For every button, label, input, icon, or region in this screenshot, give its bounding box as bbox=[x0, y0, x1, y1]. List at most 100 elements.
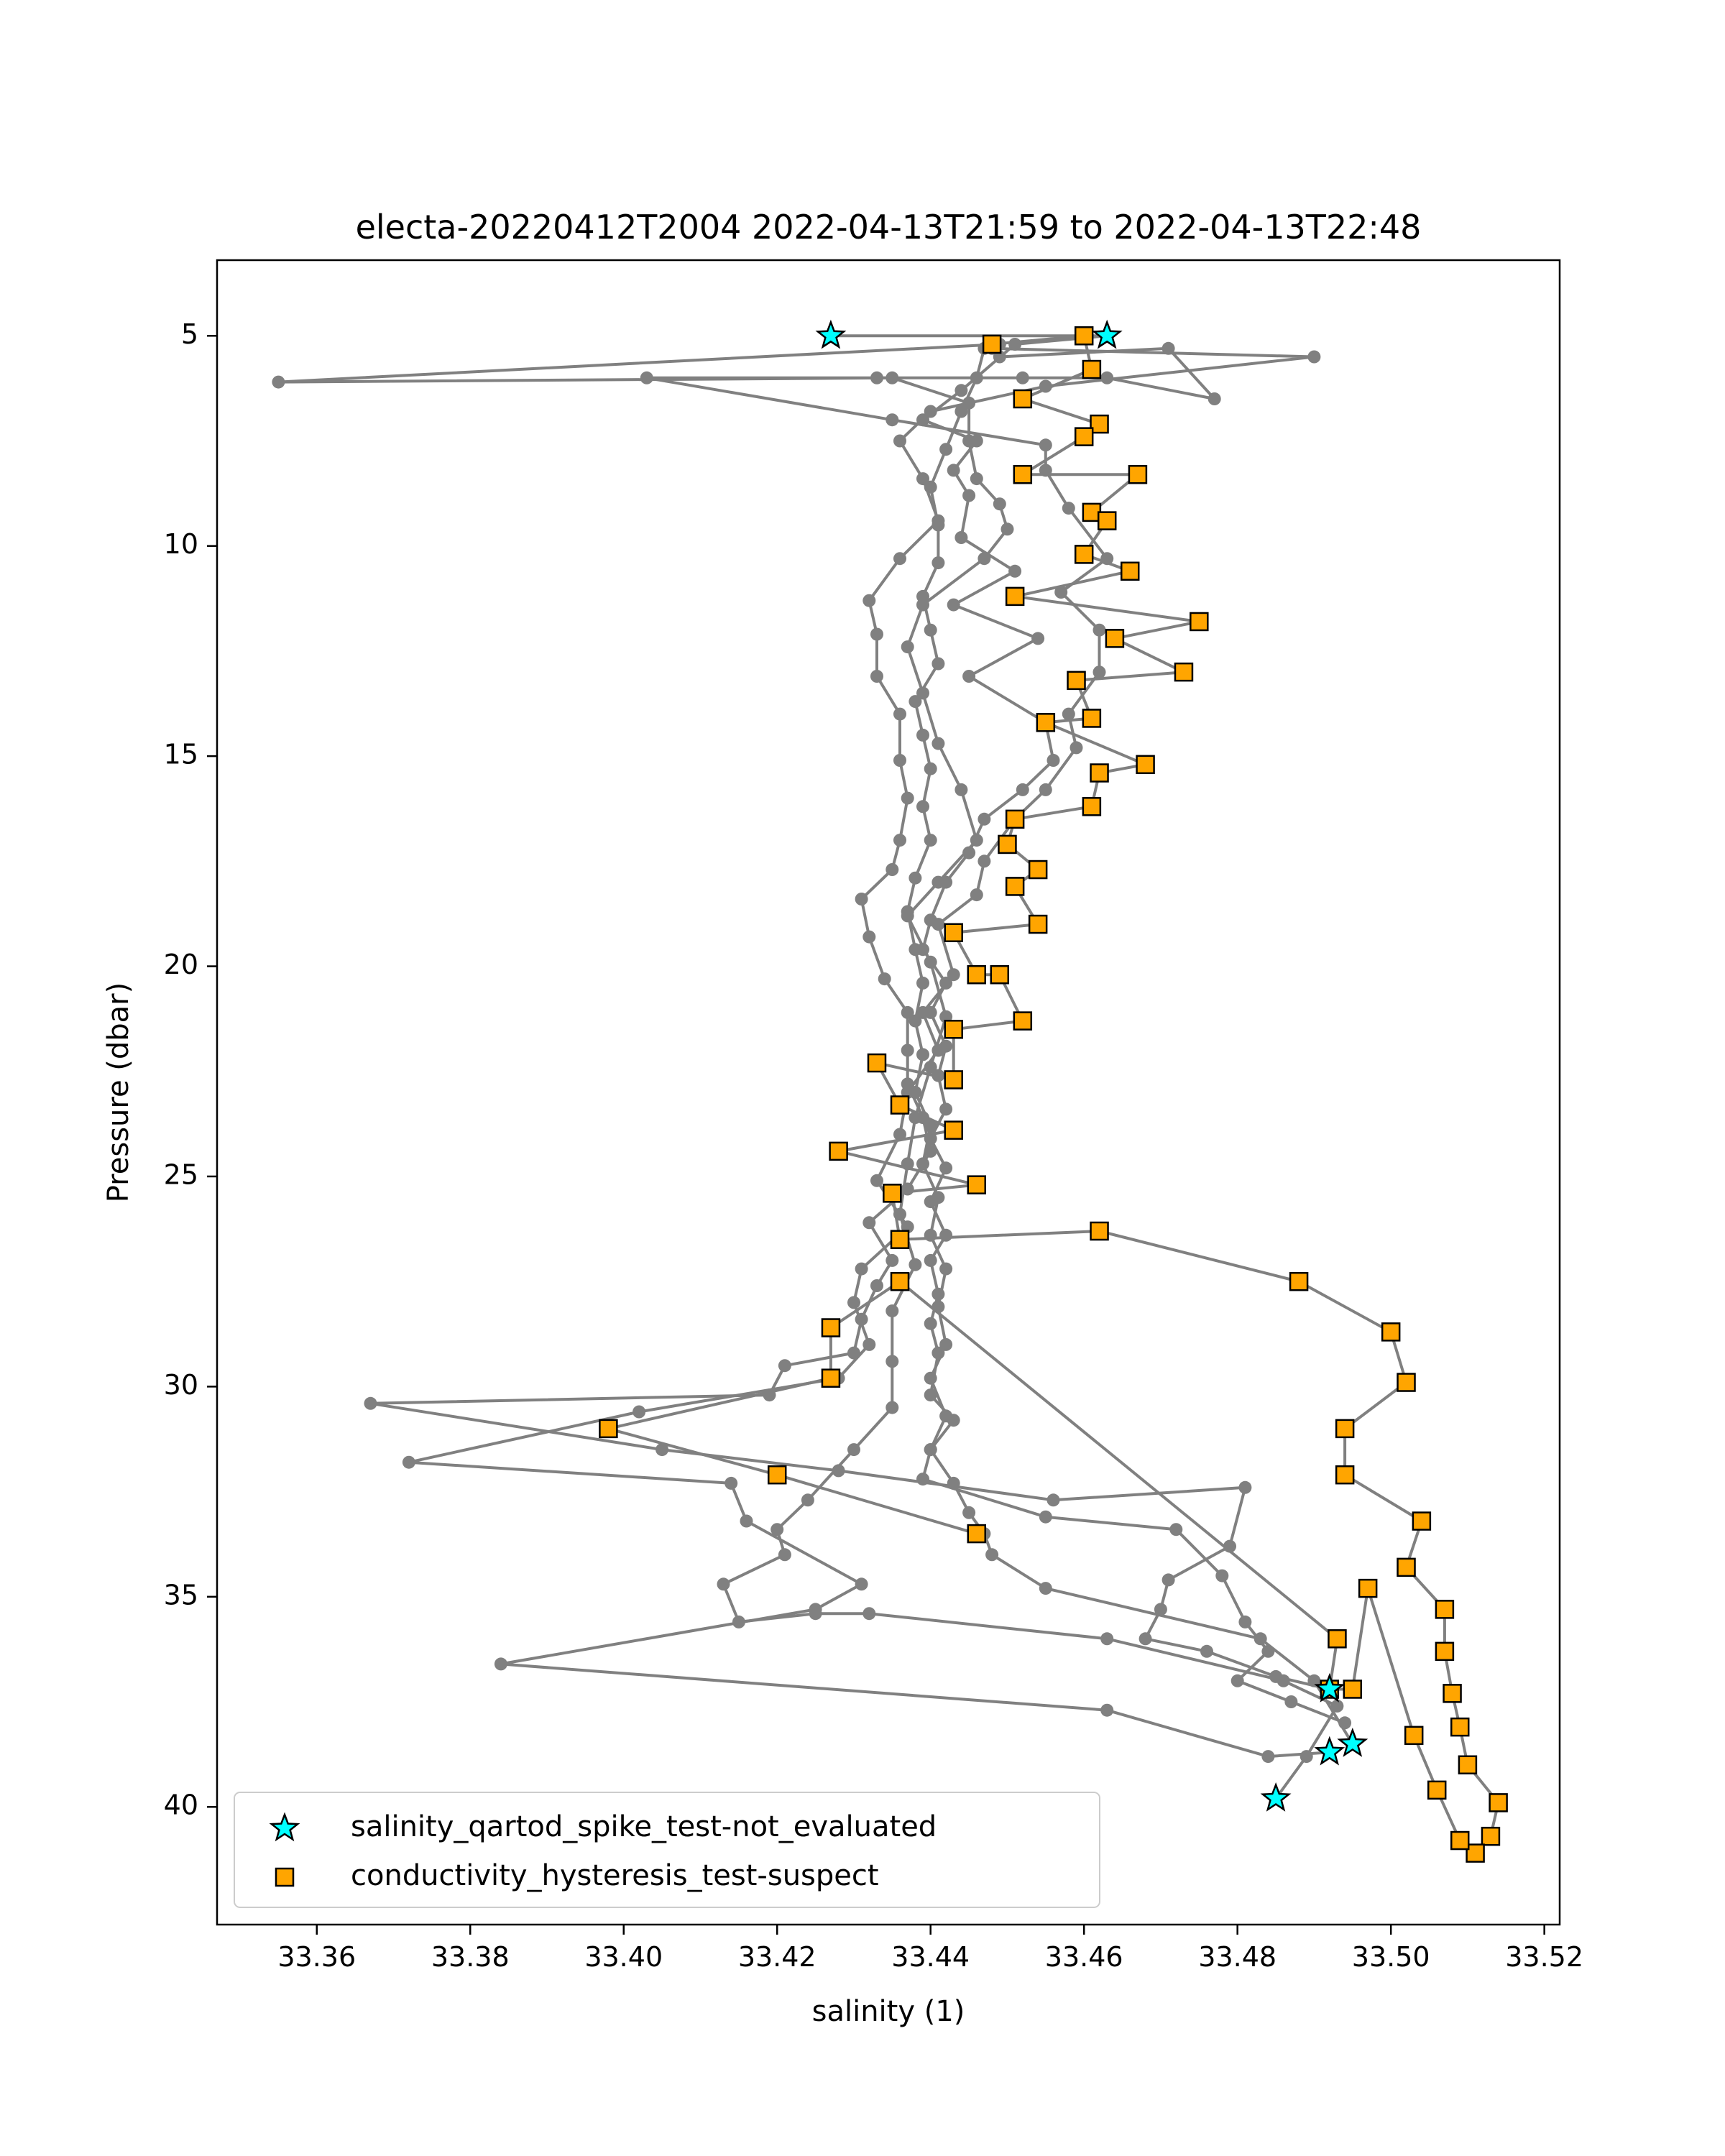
data-point bbox=[924, 480, 937, 494]
data-point bbox=[862, 1607, 876, 1621]
data-point bbox=[954, 384, 968, 397]
data-point bbox=[364, 1396, 377, 1410]
hysteresis-suspect-marker bbox=[1090, 1221, 1109, 1241]
data-point bbox=[1039, 783, 1052, 796]
y-axis: 5 10 15 20 25 30 35 40 bbox=[164, 318, 217, 1821]
data-point bbox=[901, 640, 914, 654]
data-point bbox=[932, 556, 945, 570]
hysteresis-suspect-marker bbox=[1358, 1578, 1378, 1598]
hysteresis-suspect-marker bbox=[1343, 1680, 1363, 1699]
hysteresis-suspect-marker bbox=[944, 1120, 963, 1140]
data-point bbox=[862, 1216, 876, 1230]
hysteresis-suspect-marker bbox=[883, 1184, 902, 1203]
data-point bbox=[1238, 1480, 1252, 1494]
hysteresis-suspect-marker bbox=[967, 1524, 987, 1544]
spike-not-evaluated-marker bbox=[1091, 319, 1123, 349]
hysteresis-suspect-marker bbox=[1190, 612, 1209, 632]
data-point bbox=[932, 657, 945, 671]
data-point bbox=[847, 1346, 860, 1360]
data-point bbox=[870, 1174, 883, 1187]
chart-title: electa-20220412T2004 2022-04-13T21:59 to… bbox=[356, 208, 1422, 247]
x-tick-label: 33.42 bbox=[738, 1941, 816, 1973]
data-point bbox=[886, 1401, 899, 1414]
data-point bbox=[962, 846, 976, 860]
data-point bbox=[924, 623, 937, 637]
x-tick-label: 33.52 bbox=[1505, 1941, 1583, 1973]
hysteresis-suspect-marker bbox=[1082, 709, 1102, 728]
hysteresis-suspect-marker bbox=[1397, 1557, 1416, 1577]
hysteresis-suspect-marker bbox=[1097, 511, 1117, 530]
data-point bbox=[1169, 1523, 1183, 1537]
hysteresis-suspect-marker bbox=[1381, 1322, 1401, 1342]
hysteresis-suspect-marker bbox=[1427, 1780, 1447, 1800]
y-tick-label: 5 bbox=[181, 318, 198, 350]
data-point bbox=[954, 405, 968, 418]
y-tick-label: 10 bbox=[164, 528, 198, 560]
data-point bbox=[962, 670, 976, 683]
hysteresis-suspect-marker bbox=[1013, 1011, 1033, 1031]
hysteresis-suspect-marker bbox=[990, 964, 1010, 985]
profile-3 bbox=[272, 338, 1344, 1805]
hysteresis-suspect-marker bbox=[1466, 1843, 1485, 1863]
data-point bbox=[993, 497, 1006, 511]
data-point bbox=[932, 737, 945, 750]
hysteresis-suspect-marker bbox=[890, 1095, 910, 1115]
hysteresis-suspect-marker bbox=[1074, 545, 1094, 564]
data-point bbox=[1039, 464, 1052, 477]
profile-2 bbox=[602, 329, 1505, 1860]
data-point bbox=[1208, 392, 1221, 405]
hysteresis-suspect-marker bbox=[1090, 414, 1109, 434]
data-point bbox=[740, 1514, 753, 1528]
spike-not-evaluated-marker bbox=[815, 319, 847, 349]
data-point bbox=[939, 1337, 953, 1351]
profile-line bbox=[369, 346, 1330, 1691]
data-point bbox=[1016, 371, 1029, 384]
data-point bbox=[893, 754, 906, 767]
data-point bbox=[939, 443, 953, 456]
hysteresis-suspect-marker bbox=[1458, 1755, 1478, 1775]
data-point bbox=[924, 1119, 937, 1133]
data-point bbox=[1230, 1674, 1244, 1687]
data-point bbox=[870, 627, 883, 641]
data-point bbox=[947, 598, 960, 612]
data-point bbox=[1100, 552, 1114, 566]
legend-square-icon bbox=[275, 1867, 295, 1887]
hysteresis-suspect-marker bbox=[821, 1318, 841, 1337]
hysteresis-suspect-marker bbox=[890, 1230, 910, 1249]
data-point bbox=[939, 1228, 953, 1242]
y-tick-label: 20 bbox=[164, 949, 198, 980]
hysteresis-suspect-marker bbox=[1412, 1511, 1432, 1531]
x-axis-label: salinity (1) bbox=[812, 1995, 965, 2028]
data-point bbox=[870, 670, 883, 683]
spike-not-evaluated-marker bbox=[1314, 1672, 1346, 1703]
hysteresis-suspect-marker bbox=[1443, 1684, 1462, 1703]
data-point bbox=[985, 1548, 999, 1562]
data-point bbox=[901, 1182, 914, 1196]
data-point bbox=[939, 1262, 953, 1276]
data-point bbox=[1008, 564, 1022, 578]
data-point bbox=[886, 863, 899, 876]
x-tick-label: 33.46 bbox=[1045, 1941, 1123, 1973]
data-point bbox=[1070, 741, 1083, 755]
x-tick-label: 33.44 bbox=[891, 1941, 970, 1973]
spike-not-evaluated-marker bbox=[1260, 1782, 1292, 1812]
data-point bbox=[1284, 1695, 1298, 1708]
data-point bbox=[809, 1603, 822, 1616]
data-point bbox=[924, 1317, 937, 1330]
data-point bbox=[832, 1464, 845, 1478]
data-point bbox=[901, 905, 914, 918]
data-point bbox=[893, 434, 906, 448]
data-point bbox=[640, 371, 653, 384]
hysteresis-suspect-marker bbox=[1489, 1793, 1508, 1812]
profile-4 bbox=[402, 341, 1336, 1764]
hysteresis-suspect-marker bbox=[1450, 1717, 1470, 1737]
hysteresis-suspect-marker bbox=[1105, 629, 1125, 648]
data-point bbox=[870, 1279, 883, 1292]
data-point bbox=[932, 1191, 945, 1204]
data-point bbox=[1062, 707, 1075, 721]
legend-star-icon bbox=[269, 1812, 300, 1842]
profile-5 bbox=[364, 341, 1336, 1696]
data-point bbox=[893, 834, 906, 847]
y-tick-label: 25 bbox=[164, 1158, 198, 1190]
data-point bbox=[924, 405, 937, 418]
